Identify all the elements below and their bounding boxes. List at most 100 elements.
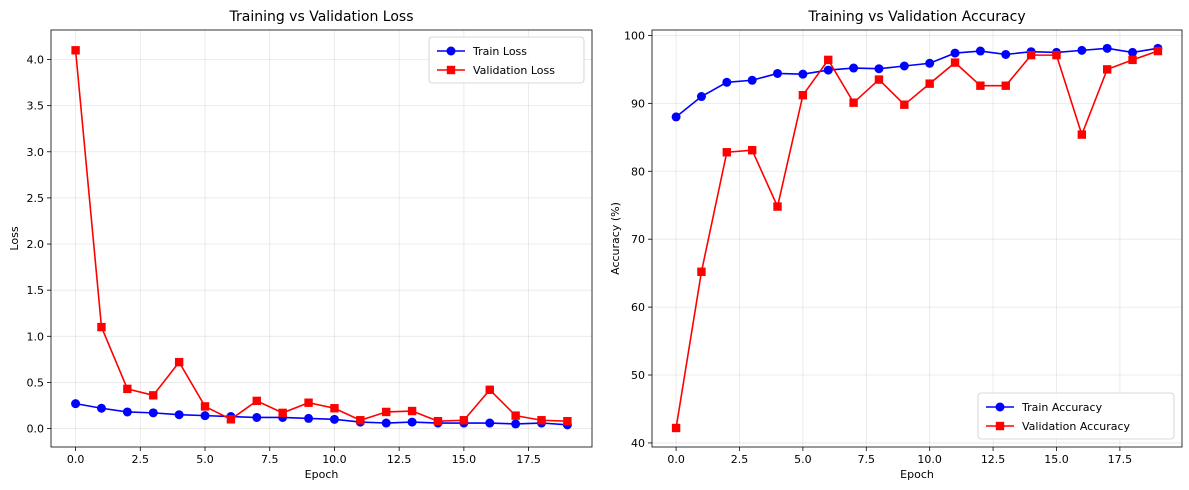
train-accuracy-point	[899, 61, 909, 71]
train-accuracy-legend-marker	[995, 402, 1005, 412]
train-accuracy-point	[798, 69, 808, 79]
train-accuracy-point	[773, 68, 783, 78]
validation-loss-point	[123, 384, 132, 394]
validation-accuracy-point	[1128, 55, 1137, 65]
validation-accuracy-point	[1153, 46, 1163, 56]
train-loss-point	[71, 399, 81, 409]
accuracy-y-tick-label: 100	[624, 29, 645, 42]
validation-accuracy-legend-label: Validation Accuracy	[1022, 420, 1131, 433]
accuracy-chart-title: Training vs Validation Accuracy	[807, 9, 1025, 25]
validation-accuracy-point	[1052, 50, 1061, 60]
loss-y-tick-label: 1.0	[27, 330, 45, 343]
validation-loss-point	[485, 385, 494, 395]
loss-x-axis-label: Epoch	[305, 468, 339, 481]
validation-accuracy-legend-marker	[995, 421, 1005, 431]
validation-accuracy-point	[773, 202, 782, 211]
train-accuracy-point	[975, 46, 985, 56]
train-accuracy-point	[1001, 49, 1011, 59]
validation-loss-point	[459, 416, 469, 425]
validation-loss-point	[511, 411, 520, 420]
train-loss-point	[407, 417, 417, 427]
accuracy-legend: Train Accuracy Validation Accuracy	[977, 392, 1175, 440]
validation-loss-point	[330, 404, 339, 413]
train-loss-point	[122, 407, 132, 417]
train-accuracy-point	[950, 48, 960, 58]
loss-x-tick-label: 10.0	[322, 453, 347, 466]
accuracy-chart: 0.0 2.5 5.0 7.5 10.0 12.5 15.0 17.5 40 50 60 70 80 90…	[609, 9, 1183, 481]
train-loss-point	[381, 418, 391, 428]
accuracy-y-tick-label: 90	[631, 97, 645, 110]
accuracy-legend-box	[977, 392, 1175, 440]
validation-loss-point	[174, 357, 184, 367]
validation-loss-point	[97, 322, 106, 332]
loss-x-tick-label: 7.5	[261, 453, 279, 466]
loss-y-axis-label: Loss	[8, 226, 21, 250]
accuracy-x-tick-label: 7.5	[858, 453, 876, 466]
validation-accuracy-point	[849, 98, 858, 107]
accuracy-y-tick-label: 80	[631, 165, 645, 178]
train-accuracy-point	[1102, 43, 1112, 53]
loss-legend: Train Loss Validation Loss	[428, 36, 585, 84]
validation-loss-legend-label: Validation Loss	[473, 64, 555, 77]
validation-loss-point	[407, 406, 417, 416]
train-loss-series	[71, 399, 572, 430]
train-loss-point	[511, 419, 521, 429]
loss-grid	[51, 30, 592, 447]
train-accuracy-point	[874, 64, 884, 74]
validation-loss-point	[563, 416, 572, 426]
validation-loss-point	[304, 398, 313, 407]
validation-loss-legend-marker	[446, 65, 456, 75]
accuracy-x-tick-label: 10.0	[917, 453, 942, 466]
validation-accuracy-point	[722, 148, 732, 157]
validation-accuracy-point	[950, 58, 960, 67]
validation-accuracy-series	[671, 46, 1163, 433]
validation-accuracy-point	[671, 423, 681, 433]
loss-x-tick-label: 2.5	[132, 453, 150, 466]
train-accuracy-legend-label: Train Accuracy	[1021, 401, 1103, 414]
accuracy-x-tick-label: 12.5	[981, 453, 1006, 466]
train-loss-point	[96, 403, 106, 413]
validation-accuracy-point	[900, 100, 909, 109]
validation-accuracy-point	[1102, 65, 1112, 74]
validation-accuracy-point	[1026, 50, 1036, 60]
train-loss-point	[174, 410, 184, 420]
train-accuracy-point	[671, 112, 681, 122]
accuracy-x-tick-label: 5.0	[794, 453, 812, 466]
validation-loss-point	[537, 416, 546, 425]
train-loss-legend-marker	[446, 46, 456, 56]
validation-accuracy-point	[925, 79, 934, 88]
validation-accuracy-point	[747, 146, 757, 155]
accuracy-x-tick-label: 2.5	[731, 453, 749, 466]
train-accuracy-point	[747, 75, 757, 85]
accuracy-y-tick-label: 40	[631, 437, 645, 450]
accuracy-ticks: 0.0 2.5 5.0 7.5 10.0 12.5 15.0 17.5 40 50 60 70 80 90…	[624, 29, 1132, 466]
train-accuracy-point	[1128, 47, 1138, 57]
loss-y-tick-label: 2.0	[27, 238, 45, 251]
loss-x-tick-label: 12.5	[387, 453, 412, 466]
validation-loss-point	[382, 407, 391, 417]
accuracy-y-axis-label: Accuracy (%)	[609, 202, 622, 275]
train-loss-point	[252, 412, 262, 422]
loss-chart: 0.0 2.5 5.0 7.5 10.0 12.5 15.0 17.5 0.0 0.5 1.0 1.5…	[8, 9, 593, 481]
accuracy-plot-frame	[651, 29, 1183, 448]
validation-accuracy-point	[976, 81, 985, 90]
accuracy-x-tick-label: 15.0	[1044, 453, 1069, 466]
accuracy-x-tick-label: 17.5	[1108, 453, 1133, 466]
validation-accuracy-point	[798, 90, 808, 100]
loss-x-tick-label: 5.0	[196, 453, 214, 466]
validation-loss-point	[200, 402, 210, 411]
loss-y-tick-label: 2.5	[27, 192, 45, 205]
train-accuracy-point	[722, 77, 732, 87]
validation-loss-point	[356, 416, 365, 425]
validation-accuracy-point	[697, 267, 706, 276]
loss-x-tick-label: 15.0	[452, 453, 477, 466]
validation-loss-series	[71, 46, 572, 426]
train-loss-point	[148, 408, 158, 418]
train-loss-point	[304, 413, 314, 423]
train-loss-point	[329, 414, 339, 424]
train-loss-point	[200, 411, 210, 421]
accuracy-y-tick-label: 60	[631, 301, 645, 314]
loss-chart-title: Training vs Validation Loss	[228, 9, 413, 25]
train-accuracy-point	[696, 92, 706, 102]
